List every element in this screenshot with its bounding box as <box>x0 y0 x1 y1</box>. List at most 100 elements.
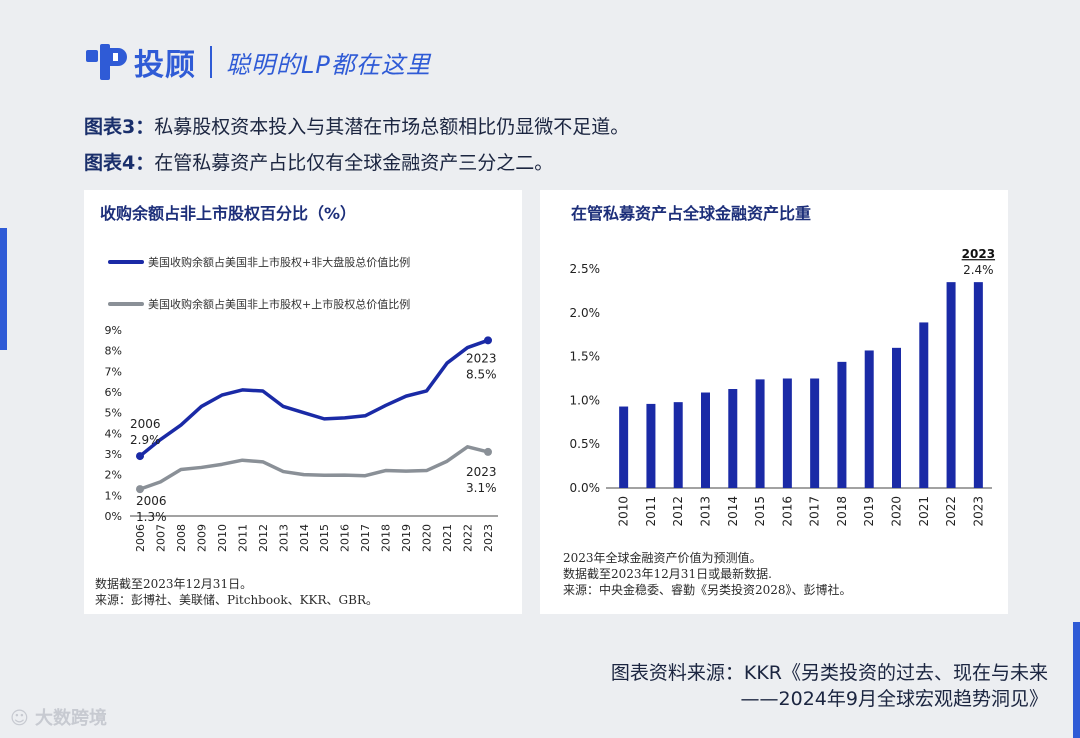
annotation-year: 2023 <box>466 465 497 479</box>
bar <box>946 282 956 488</box>
bar <box>701 392 710 488</box>
x-tick-label: 2015 <box>753 496 767 527</box>
x-tick-label: 2018 <box>380 524 393 552</box>
bar <box>673 402 683 488</box>
x-tick-label: 2021 <box>441 524 454 552</box>
right-note-forecast: 2023年全球金融资产价值为预测值。 <box>563 551 762 565</box>
caption-chart3-label: 图表3： <box>84 116 155 138</box>
brand-logo-icon <box>86 44 127 80</box>
y-tick-label: 2.5% <box>570 262 601 276</box>
caption-chart4: 图表4：在管私募资产占比仅有全球金融资产三分之二。 <box>84 148 553 175</box>
y-tick-label: 5% <box>105 407 122 420</box>
series-endpoint <box>136 485 144 494</box>
y-tick-label: 2.0% <box>570 306 601 320</box>
x-tick-label: 2022 <box>462 524 475 552</box>
x-tick-label: 2020 <box>890 496 904 527</box>
y-tick-label: 7% <box>105 365 122 378</box>
x-tick-label: 2018 <box>835 496 849 527</box>
right-accent-bar <box>1073 622 1080 738</box>
footer-source-line1: 图表资料来源：KKR《另类投资的过去、现在与未来 <box>610 662 1048 684</box>
watermark-icon: ☺ <box>10 708 29 729</box>
x-tick-label: 2016 <box>780 496 794 527</box>
caption-chart4-label: 图表4： <box>84 152 155 174</box>
annotation-year: 2006 <box>130 417 161 431</box>
brand-slogan: 聪明的LP都在这里 <box>226 50 431 79</box>
y-tick-label: 0.0% <box>570 481 601 495</box>
series-endpoint <box>136 452 144 461</box>
x-tick-label: 2019 <box>400 524 413 552</box>
bar <box>810 378 820 488</box>
x-tick-label: 2016 <box>339 524 352 552</box>
x-tick-label: 2017 <box>359 524 372 552</box>
bar <box>864 350 874 488</box>
right-chart-notes: 2023年全球金融资产价值为预测值。 数据截至2023年12月31日或最新数据.… <box>563 550 852 598</box>
annotation-value: 2.4% <box>963 263 994 277</box>
left-chart-panel: 收购余额占非上市股权百分比（%） 美国收购余额占美国非上市股权+非大盘股总价值比… <box>84 190 522 614</box>
right-chart-panel: 在管私募资产占全球金融资产比重 0.0% 0.5% 1.0% 1.5% 2.0% 2.5%… <box>540 190 1008 614</box>
x-tick-label: 2023 <box>482 524 495 552</box>
x-tick-label: 2019 <box>862 496 876 527</box>
x-tick-label: 2009 <box>195 524 208 552</box>
right-chart-title: 在管私募资产占全球金融资产比重 <box>571 204 812 223</box>
annotation-value: 2.9% <box>130 433 161 447</box>
bar <box>728 389 738 488</box>
x-tick-label: 2007 <box>154 524 167 552</box>
x-tick-label: 2023 <box>971 496 985 527</box>
x-tick-label: 2012 <box>671 496 685 527</box>
series-endpoint <box>484 447 492 456</box>
x-tick-label: 2022 <box>944 496 958 527</box>
brand-divider <box>210 46 212 78</box>
annotation-year: 2023 <box>466 351 497 365</box>
bar <box>973 282 983 488</box>
right-note-source: 来源：中央金稳委、睿勤《另类投资2028》、彭博社。 <box>563 583 852 597</box>
bar <box>837 361 847 488</box>
series-line-0 <box>138 338 490 458</box>
x-tick-label: 2021 <box>917 496 931 527</box>
left-chart-notes: 数据截至2023年12月31日。 来源：彭博社、美联储、Pitchbook、KK… <box>95 576 378 608</box>
x-tick-label: 2015 <box>318 524 331 552</box>
y-tick-label: 8% <box>105 345 122 358</box>
bar <box>646 403 656 488</box>
right-note-date: 数据截至2023年12月31日或最新数据. <box>563 567 772 581</box>
annotation-year: 2006 <box>136 494 167 508</box>
footer-source-line2: ——2024年9月全球宏观趋势洞见》 <box>740 688 1048 710</box>
watermark: ☺ 大数跨境 <box>10 704 107 730</box>
annotation-value: 8.5% <box>466 367 497 381</box>
x-tick-label: 2008 <box>175 524 188 552</box>
y-tick-label: 6% <box>105 386 122 399</box>
x-tick-label: 2014 <box>298 524 311 552</box>
x-tick-label: 2006 <box>134 524 147 552</box>
x-tick-label: 2014 <box>726 496 740 527</box>
y-tick-label: 0.5% <box>570 437 601 451</box>
bar <box>755 379 765 488</box>
x-tick-label: 2011 <box>644 496 658 527</box>
y-tick-label: 1% <box>105 489 122 502</box>
x-tick-label: 2012 <box>257 524 270 552</box>
y-tick-label: 4% <box>105 427 122 440</box>
x-tick-label: 2010 <box>216 524 229 552</box>
annotation-value: 3.1% <box>466 481 497 495</box>
y-tick-label: 9% <box>105 324 122 337</box>
annotation-value: 1.3% <box>136 510 167 524</box>
left-note-date: 数据截至2023年12月31日。 <box>95 577 253 591</box>
annotation-year: 2023 <box>962 247 995 261</box>
watermark-text: 大数跨境 <box>35 708 108 729</box>
y-tick-label: 0% <box>105 510 122 523</box>
x-tick-label: 2011 <box>236 524 249 552</box>
brand-name: 投顾 <box>134 48 196 83</box>
x-tick-label: 2017 <box>808 496 822 527</box>
left-chart-title: 收购余额占非上市股权百分比（%） <box>100 204 357 223</box>
y-tick-label: 1.5% <box>570 350 601 364</box>
y-tick-label: 3% <box>105 448 122 461</box>
series-endpoint <box>484 336 492 345</box>
caption-chart4-text: 在管私募资产占比仅有全球金融资产三分之二。 <box>154 152 554 174</box>
y-tick-label: 1.0% <box>570 393 601 407</box>
bar <box>892 347 901 488</box>
series-line-1 <box>138 445 490 491</box>
bar <box>619 406 629 488</box>
brand-header: 投顾 聪明的LP都在这里 <box>84 40 431 84</box>
legend-label-1: 美国收购余额占美国非上市股权+上市股权总价值比例 <box>148 297 410 311</box>
caption-chart3: 图表3：私募股权资本投入与其潜在市场总额相比仍显微不足道。 <box>84 112 629 139</box>
line-chart: 美国收购余额占美国非上市股权+非大盘股总价值比例美国收购余额占美国非上市股权+上… <box>105 255 498 552</box>
y-tick-label: 2% <box>105 469 122 482</box>
